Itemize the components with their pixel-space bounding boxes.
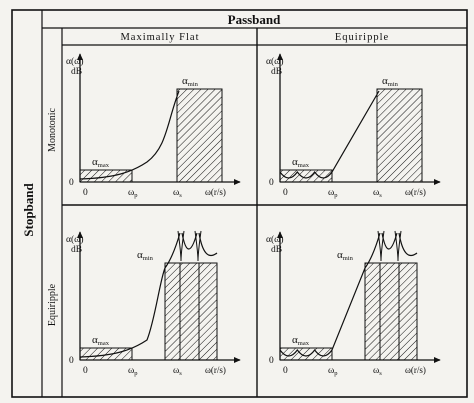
stopband-header: Stopband [21,182,36,236]
stopband-hatch [364,262,418,361]
stopband-pole-0 [177,230,185,262]
panel-equirip-monotonic: α(ω)dB ω(r/s) 00 ωp ωs αmax αmin [266,53,441,199]
alpha-min-label: αmin [182,75,199,88]
y-axis-unit: dB [71,245,82,255]
alpha-min-label: αmin [382,75,399,88]
attenuation-curve [79,90,180,180]
passband-hatch [279,347,333,361]
stopband-edge-label: ωs [373,188,382,199]
origin-y-label: 0 [269,178,274,188]
y-axis-unit: dB [271,245,282,255]
origin-y-label: 0 [69,178,74,188]
passband-edge-label: ωp [328,366,338,377]
alpha-min-label: αmin [337,249,354,262]
column-header-maximally-flat: Maximally Flat [120,32,199,43]
y-axis-label: α(ω) [266,56,284,67]
stopband-hatch [376,88,423,183]
origin-x-label: 0 [83,188,88,198]
y-axis-unit: dB [71,67,82,77]
passband-hatch [79,347,133,361]
panel-maxflat-equirip: α(ω)dB ω(r/s) 00 ωp ωs αmax αmin [66,230,241,377]
row-header-monotonic: Monotonic [47,107,58,151]
passband-edge-label: ωp [128,188,138,199]
passband-edge-label: ωp [128,366,138,377]
y-axis-label: α(ω) [266,234,284,245]
attenuation-curve [279,90,380,179]
attenuation-curve [279,232,418,357]
attenuation-curve [79,232,218,358]
stopband-hatch [164,262,218,361]
origin-y-label: 0 [69,356,74,366]
origin-y-label: 0 [269,356,274,366]
origin-x-label: 0 [283,366,288,376]
stopband-edge-label: ωs [173,366,182,377]
passband-hatch [279,169,333,183]
stopband-pole-0 [377,230,385,262]
alpha-max-label: αmax [92,156,110,169]
alpha-min-label: αmin [137,249,154,262]
alpha-max-label: αmax [292,334,310,347]
stopband-pole-1 [394,230,402,262]
passband-edge-label: ωp [328,188,338,199]
origin-x-label: 0 [83,366,88,376]
alpha-max-label: αmax [92,334,110,347]
x-axis-label: ω(r/s) [405,365,426,375]
stopband-pole-1 [194,230,202,262]
x-axis-label: ω(r/s) [205,187,226,197]
y-axis-unit: dB [271,67,282,77]
passband-header: Passband [228,12,282,27]
alpha-max-label: αmax [292,156,310,169]
panel-equirip-equirip: α(ω)dB ω(r/s) 00 ωp ωs αmax αmin [266,230,441,377]
stopband-hatch [176,88,223,183]
table-frame [11,9,468,398]
passband-hatch [79,169,133,183]
y-axis-label: α(ω) [66,234,84,245]
origin-x-label: 0 [283,188,288,198]
column-header-equiripple: Equiripple [335,32,389,43]
panel-maxflat-monotonic: α(ω)dB ω(r/s) 00 ωp ωs αmax αmin [66,53,241,199]
stopband-edge-label: ωs [173,188,182,199]
x-axis-label: ω(r/s) [205,365,226,375]
y-axis-label: α(ω) [66,56,84,67]
stopband-edge-label: ωs [373,366,382,377]
x-axis-label: ω(r/s) [405,187,426,197]
row-header-equiripple: Equiripple [47,283,58,326]
